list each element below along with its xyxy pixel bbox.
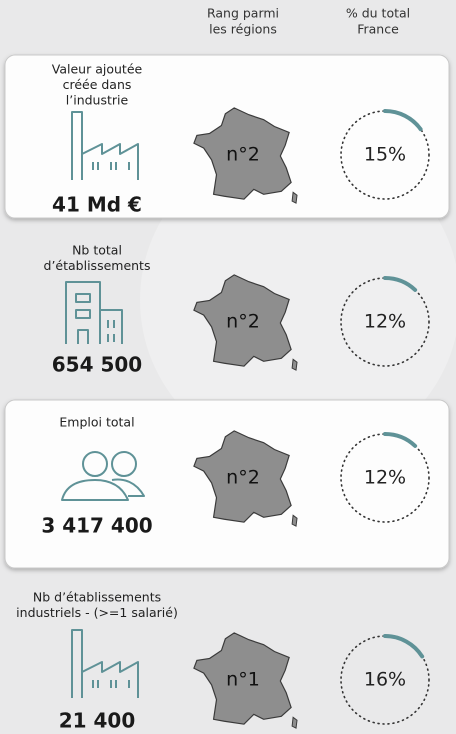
share-label: 16% <box>364 669 406 691</box>
icon-stroke <box>111 478 145 497</box>
icon-stroke <box>111 451 137 477</box>
dotted-ring <box>340 635 430 725</box>
rank-heading: Rang parmi <box>207 6 279 21</box>
share-label: 12% <box>364 467 406 489</box>
indicator-icon <box>71 111 139 180</box>
indicator-icon <box>71 629 139 698</box>
icon-stroke <box>82 451 108 477</box>
icon-stroke <box>61 479 129 501</box>
indicator-value: 21 400 <box>59 709 136 733</box>
icon-stroke <box>107 320 115 342</box>
icon-stroke <box>81 661 139 698</box>
dotted-ring <box>340 110 430 200</box>
rank-value: n°1 <box>226 669 260 691</box>
indicator-value: 41 Md € <box>52 193 142 217</box>
indicator-value: 654 500 <box>52 353 142 377</box>
icon-stroke <box>71 629 83 698</box>
dotted-ring <box>340 277 430 367</box>
rank-value: n°2 <box>226 467 260 489</box>
indicator-icon <box>61 451 145 501</box>
share-arc <box>383 109 423 132</box>
indicator-label: Emploi total <box>59 415 134 430</box>
dotted-ring <box>340 433 430 523</box>
indicator-label: industriels - (>=1 salarié) <box>16 605 178 620</box>
indicator-label: l’industrie <box>66 93 129 108</box>
indicator-label: Valeur ajoutée <box>52 62 143 77</box>
rank-heading: les régions <box>209 22 277 37</box>
share-arc <box>383 634 425 659</box>
share-label: 15% <box>364 144 406 166</box>
background-shape <box>140 140 456 460</box>
share-heading: France <box>357 22 399 37</box>
share-label: 12% <box>364 311 406 333</box>
indicator-row: Emploi total 3 417 400 n°2 12% <box>4 399 450 569</box>
icon-stroke <box>92 680 130 688</box>
indicator-label: Nb d’établissements <box>33 590 161 605</box>
rank-value: n°2 <box>226 311 260 333</box>
icon-stroke <box>99 309 123 344</box>
indicator-label: d’établissements <box>44 258 151 273</box>
indicator-icon <box>65 281 123 344</box>
icon-stroke <box>71 111 83 180</box>
indicator-value: 3 417 400 <box>41 514 152 538</box>
rank-value: n°2 <box>226 144 260 166</box>
indicator-label: créée dans <box>63 77 132 92</box>
icon-stroke <box>75 293 91 344</box>
indicator-label: Nb total <box>72 243 122 258</box>
icon-stroke <box>81 143 139 180</box>
share-arc <box>383 276 418 292</box>
share-arc <box>383 432 418 448</box>
icon-stroke <box>92 162 130 170</box>
share-heading: % du total <box>346 6 410 21</box>
